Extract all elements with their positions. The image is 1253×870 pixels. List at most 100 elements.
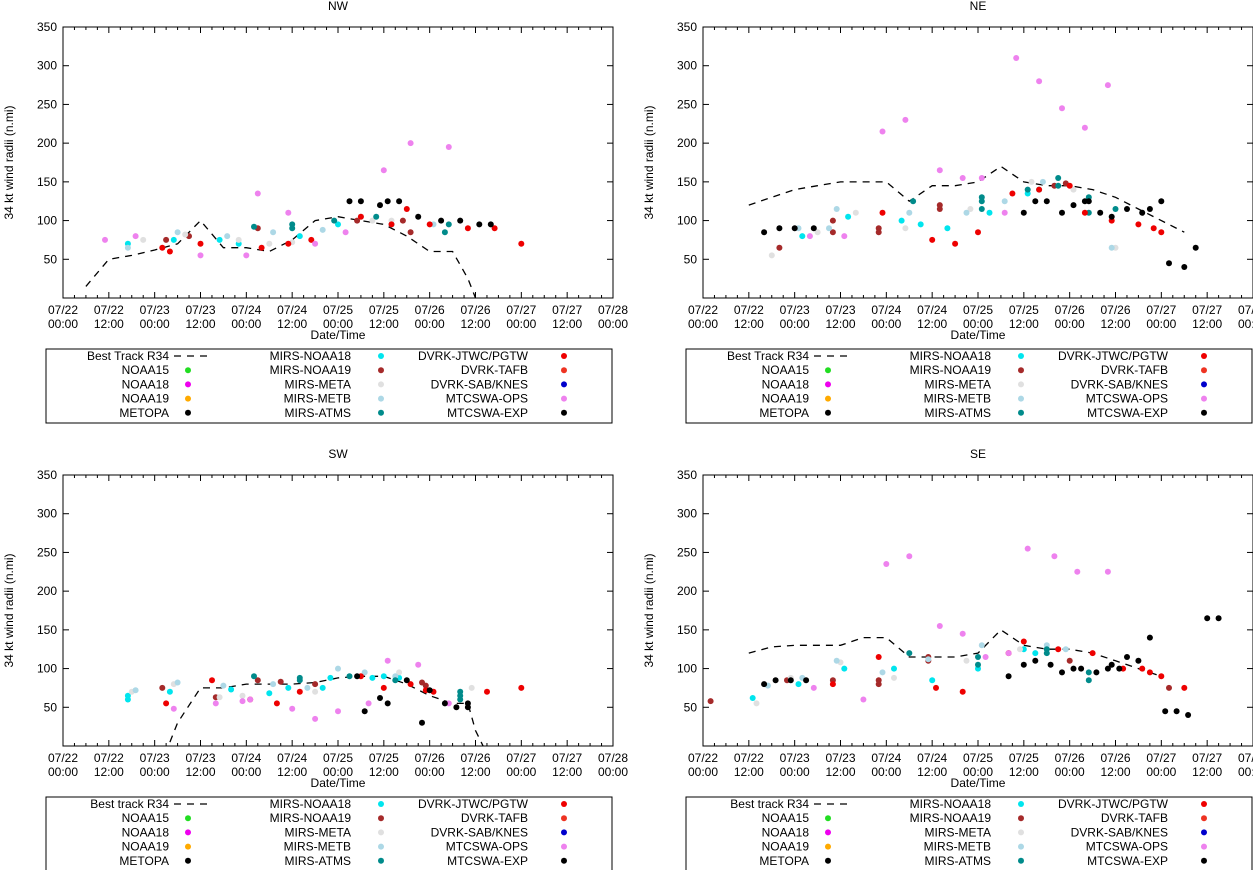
- x-tick-date-label: 07/25: [1009, 303, 1039, 317]
- data-point: [768, 252, 775, 259]
- data-point: [335, 665, 341, 672]
- data-point: [1062, 646, 1069, 653]
- legend-dot-marker: [1201, 353, 1207, 359]
- x-tick-date-label: 07/22: [734, 303, 764, 317]
- chart-title: NE: [970, 0, 987, 13]
- legend-dot-marker: [378, 801, 384, 807]
- x-tick-date-label: 07/22: [94, 303, 124, 317]
- legend-dot-marker: [825, 409, 831, 416]
- data-point: [457, 217, 464, 224]
- legend-label: NOAA15: [122, 811, 170, 825]
- legend-dot-marker: [185, 409, 191, 416]
- y-tick-label: 300: [37, 59, 57, 73]
- legend-dot-marker: [825, 367, 831, 374]
- data-point: [266, 690, 273, 697]
- data-point: [975, 229, 981, 236]
- legend-label: MIRS-META: [285, 825, 351, 839]
- y-axis-label: 34 kt wind radii (n.mi): [642, 553, 656, 667]
- data-point: [380, 673, 387, 680]
- data-point: [776, 225, 783, 232]
- x-tick-time-label: 12:00: [277, 765, 307, 779]
- legend-label: MIRS-META: [925, 825, 991, 839]
- legend-label: METOPA: [759, 854, 809, 868]
- legend-dot-marker: [378, 829, 384, 836]
- x-tick-time-label: 00:00: [231, 765, 261, 779]
- legend-dot-marker: [561, 857, 567, 864]
- legend-box: [45, 796, 613, 870]
- legend-dot-marker: [185, 395, 191, 402]
- plot-frame: [62, 474, 614, 747]
- data-point: [254, 190, 261, 197]
- data-point: [891, 674, 897, 681]
- series-dvrk-jtwc-pgtw: [829, 638, 1188, 695]
- data-point: [239, 698, 246, 705]
- plot-frame: [702, 474, 1253, 747]
- data-point: [906, 553, 913, 560]
- x-tick-time-label: 12:00: [917, 317, 947, 331]
- legend-box: [685, 348, 1253, 424]
- data-point: [422, 682, 429, 689]
- legend-label: MIRS-NOAA19: [910, 363, 992, 377]
- x-tick-date-label: 07/23: [780, 751, 810, 765]
- legend-dot-marker: [1018, 381, 1024, 388]
- x-tick-date-label: 07/24: [917, 751, 947, 765]
- series-mirs-noaa19: [163, 217, 414, 243]
- data-point: [1173, 708, 1180, 715]
- data-point: [357, 198, 364, 205]
- data-point: [1104, 665, 1111, 672]
- data-point: [1024, 186, 1031, 193]
- series-mirs-atms: [251, 213, 452, 236]
- data-point: [772, 677, 779, 684]
- data-point: [1020, 638, 1027, 645]
- x-tick-time-label: 12:00: [185, 765, 215, 779]
- legend-dot-marker: [1201, 381, 1207, 388]
- data-point: [1059, 105, 1065, 112]
- data-point: [441, 700, 448, 707]
- x-tick-date-label: 07/25: [323, 751, 353, 765]
- x-tick-time-label: 00:00: [231, 317, 261, 331]
- data-point: [1085, 669, 1092, 676]
- data-point: [312, 688, 319, 695]
- x-axis-label: Date/Time: [311, 776, 366, 790]
- legend-label: NOAA19: [762, 392, 810, 406]
- x-tick-time-label: 12:00: [734, 317, 764, 331]
- data-point: [270, 229, 277, 236]
- y-tick-label: 100: [37, 662, 57, 676]
- x-tick-date-label: 07/26: [1100, 303, 1130, 317]
- x-tick-date-label: 07/25: [963, 751, 993, 765]
- legend-label: METOPA: [119, 406, 169, 420]
- legend-label: DVRK-TAFB: [461, 811, 528, 825]
- x-tick-time-label: 00:00: [963, 765, 993, 779]
- x-tick-time-label: 12:00: [552, 765, 582, 779]
- legend-label: Best Track R34: [87, 349, 169, 363]
- x-tick-time-label: 00:00: [48, 317, 78, 331]
- legend-dot-marker: [1018, 829, 1024, 836]
- series-mirs-metb: [132, 665, 399, 694]
- legend-label: MIRS-NOAA18: [910, 349, 992, 363]
- x-tick-time-label: 12:00: [825, 765, 855, 779]
- data-point: [296, 233, 303, 240]
- y-tick-label: 350: [677, 20, 697, 34]
- legend-label: MIRS-META: [925, 377, 991, 391]
- legend-label: MIRS-ATMS: [925, 406, 991, 420]
- data-point: [1001, 209, 1008, 216]
- data-point: [380, 167, 387, 174]
- data-point: [1124, 206, 1130, 212]
- legend-dot-marker: [185, 843, 191, 850]
- data-point: [312, 681, 319, 688]
- data-point: [285, 684, 292, 691]
- legend-label: DVRK-SAB/KNES: [1071, 825, 1168, 839]
- data-point: [986, 209, 993, 216]
- data-point: [933, 684, 939, 691]
- data-point: [852, 209, 859, 216]
- y-tick-label: 350: [37, 20, 57, 34]
- legend-label: MIRS-NOAA19: [270, 363, 352, 377]
- data-point: [124, 244, 131, 251]
- x-tick-date-label: 07/23: [825, 303, 855, 317]
- data-point: [1192, 244, 1199, 251]
- x-tick-date-label: 07/26: [1055, 751, 1085, 765]
- x-tick-time-label: 00:00: [506, 317, 536, 331]
- data-point: [407, 140, 414, 147]
- legend-label: MIRS-NOAA18: [270, 349, 352, 363]
- data-point: [197, 252, 204, 259]
